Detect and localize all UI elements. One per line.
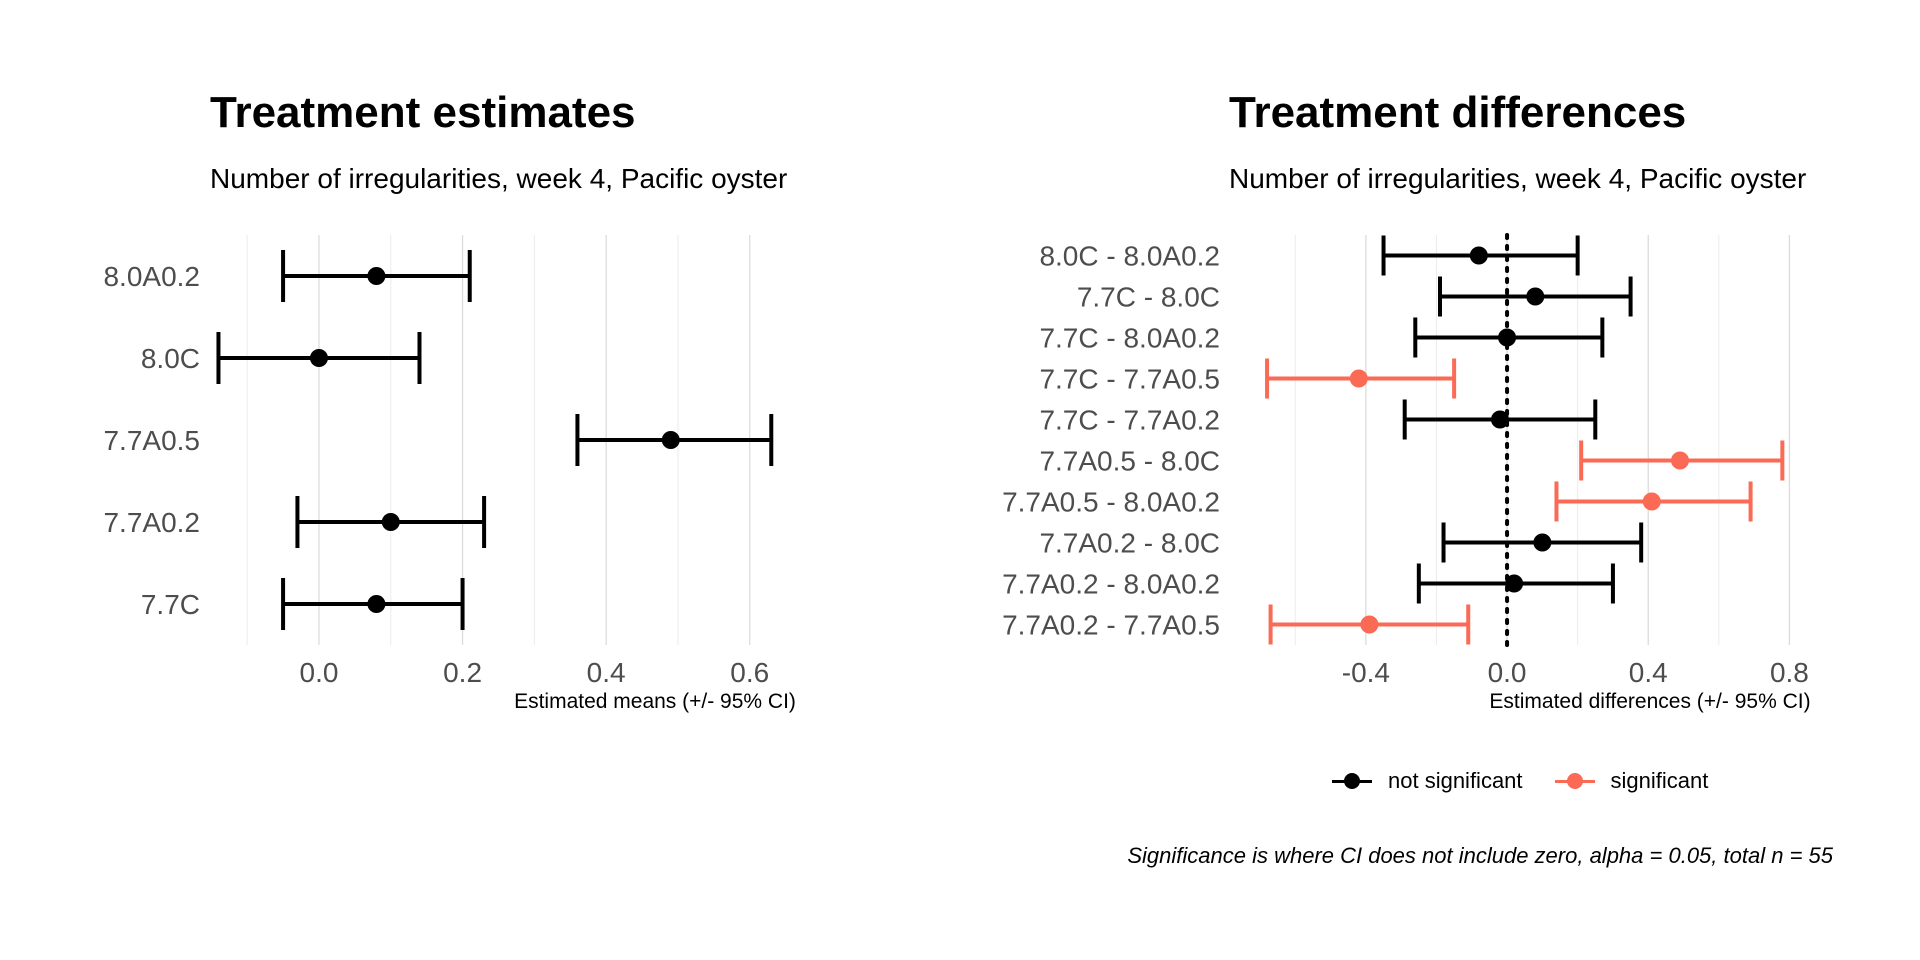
- diffs-estimate-point-6: [1642, 492, 1661, 511]
- diffs-tick-label-2: 0.4: [1629, 657, 1668, 688]
- means-estimate-point-0: [367, 267, 386, 285]
- diffs-estimate-point-3: [1349, 369, 1368, 388]
- diffs-category-label-9: 7.7A0.2 - 7.7A0.5: [1002, 610, 1220, 641]
- means-tick-label-1: 0.2: [443, 657, 482, 688]
- means-estimate-point-4: [367, 595, 386, 613]
- means-estimate-point-1: [309, 349, 328, 367]
- means-category-label-0: 8.0A0.2: [103, 261, 200, 292]
- diffs-category-label-3: 7.7C - 7.7A0.5: [1039, 364, 1220, 395]
- diffs-tick-label-3: 0.8: [1770, 657, 1809, 688]
- means-estimate-point-3: [381, 513, 400, 531]
- means-estimate-point-2: [661, 431, 680, 449]
- means-category-label-2: 7.7A0.5: [103, 425, 200, 456]
- legend-key-significant: [1553, 769, 1597, 793]
- diffs-category-label-4: 7.7C - 7.7A0.2: [1039, 405, 1220, 436]
- means-tick-label-0: 0.0: [300, 657, 339, 688]
- diffs-estimate-point-7: [1533, 533, 1552, 552]
- means-tick-label-3: 0.6: [730, 657, 769, 688]
- legend-label-not-significant: not significant: [1388, 768, 1523, 793]
- diffs-category-label-1: 7.7C - 8.0C: [1077, 282, 1220, 313]
- means-axis-title: Estimated means (+/- 95% CI): [514, 690, 796, 713]
- diffs-estimate-point-1: [1526, 287, 1545, 306]
- diffs-estimate-point-8: [1505, 574, 1524, 593]
- significance-caption: Significance is where CI does not includ…: [1127, 843, 1833, 868]
- diffs-category-label-2: 7.7C - 8.0A0.2: [1039, 323, 1220, 354]
- legend-item-significant: significant: [1553, 768, 1723, 794]
- diffs-category-label-0: 8.0C - 8.0A0.2: [1039, 241, 1220, 272]
- diffs-axis-title: Estimated differences (+/- 95% CI): [1489, 690, 1810, 713]
- diffs-category-label-7: 7.7A0.2 - 8.0C: [1039, 528, 1220, 559]
- right-panel-subtitle: Number of irregularities, week 4, Pacifi…: [1229, 163, 1807, 194]
- legend-key-not-significant: [1330, 769, 1374, 793]
- legend-item-not-significant: not significant: [1330, 768, 1537, 794]
- diffs-category-label-8: 7.7A0.2 - 8.0A0.2: [1002, 569, 1220, 600]
- means-tick-label-2: 0.4: [587, 657, 626, 688]
- left-panel-title: Treatment estimates: [210, 88, 636, 137]
- legend: not significant significant: [1330, 768, 1722, 794]
- diffs-estimate-point-4: [1491, 410, 1509, 429]
- diffs-category-label-5: 7.7A0.5 - 8.0C: [1039, 446, 1220, 477]
- means-category-label-3: 7.7A0.2: [103, 507, 200, 538]
- means-category-label-4: 7.7C: [141, 589, 200, 620]
- diffs-category-label-6: 7.7A0.5 - 8.0A0.2: [1002, 487, 1220, 518]
- diffs-estimate-point-5: [1671, 451, 1689, 470]
- diffs-estimate-point-0: [1469, 246, 1488, 265]
- diffs-estimate-point-9: [1360, 615, 1379, 634]
- diffs-tick-label-1: 0.0: [1488, 657, 1527, 688]
- diffs-estimate-point-2: [1498, 328, 1517, 347]
- left-panel-subtitle: Number of irregularities, week 4, Pacifi…: [210, 163, 788, 194]
- legend-label-significant: significant: [1610, 768, 1709, 793]
- means-category-label-1: 8.0C: [141, 343, 200, 374]
- right-panel-title: Treatment differences: [1229, 88, 1687, 137]
- diffs-tick-label-0: -0.4: [1342, 657, 1390, 688]
